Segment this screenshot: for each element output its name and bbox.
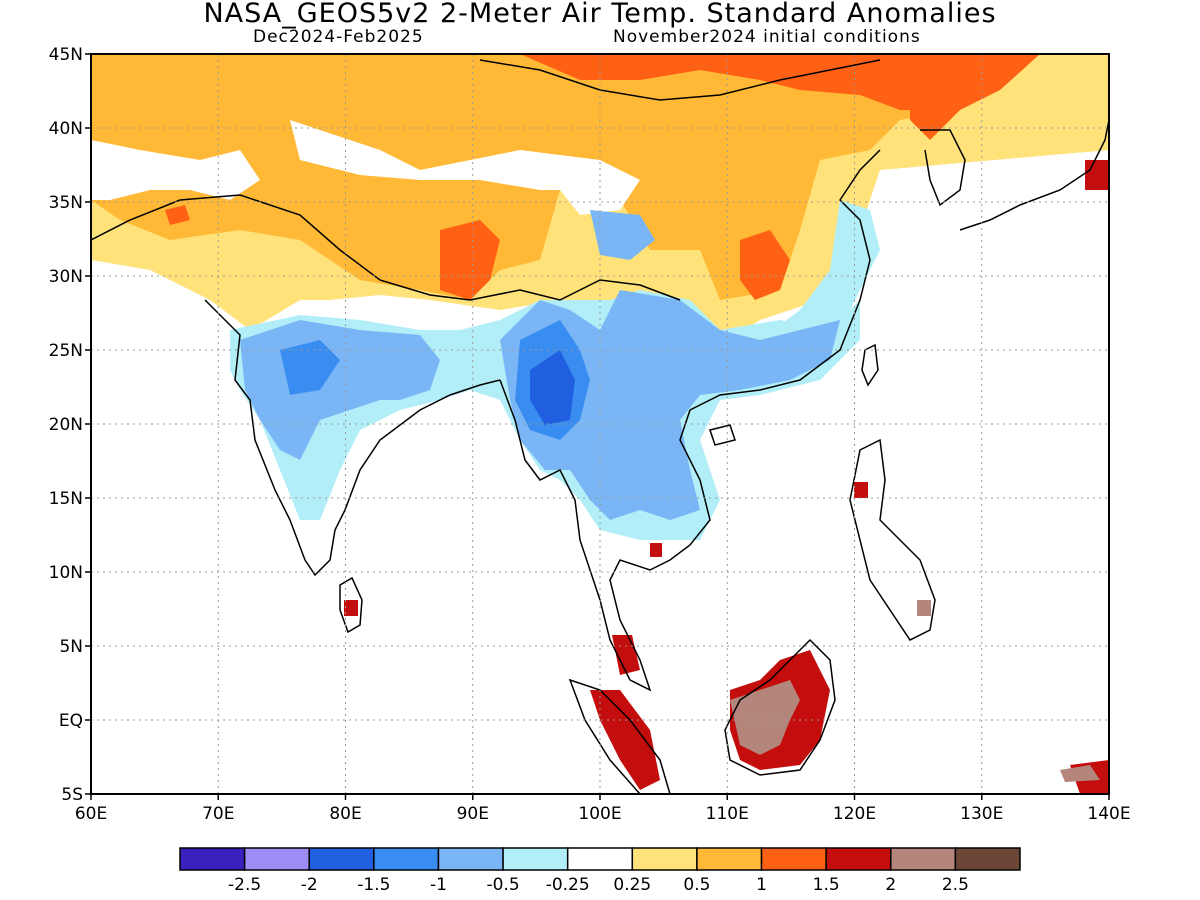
forecast-period: Dec2024-Feb2025 — [253, 27, 424, 47]
colorbar-label: -0.25 — [546, 875, 590, 895]
warm-anomaly-sumatra — [590, 690, 660, 790]
colorbar-label: -2.5 — [228, 875, 261, 895]
colorbar-swatch — [825, 847, 892, 871]
cool-fringe-china — [760, 200, 880, 350]
colorbar-label: 0.5 — [683, 875, 710, 895]
coastlines — [91, 59, 1109, 794]
cool-anomaly-central-india — [280, 340, 340, 395]
lon-tick-label: 70E — [202, 804, 234, 824]
colorbar-label: 2 — [885, 875, 896, 895]
axis-ticks: 60E 70E 80E 90E 100E 110E 120E 130E 140E 45N 40N 35… — [49, 45, 1131, 824]
lat-tick-label: 30N — [49, 267, 83, 287]
colorbar-swatch — [696, 847, 763, 871]
white-patch-central — [290, 120, 640, 215]
warm-anomaly-tibet — [440, 220, 500, 300]
colorbar-label: -1.5 — [357, 875, 390, 895]
lon-tick-label: 60E — [75, 804, 107, 824]
lat-tick-label: 15N — [49, 489, 83, 509]
lon-tick-label: 110E — [706, 804, 749, 824]
lat-tick-label: 10N — [49, 563, 83, 583]
warm-anomaly-japan — [1085, 160, 1109, 190]
sri-lanka-coastline — [339, 576, 363, 634]
china-border — [91, 194, 681, 301]
hainan-coastline — [709, 424, 736, 446]
strong-anomaly-borneo — [730, 680, 800, 755]
colorbar-swatch — [890, 847, 957, 871]
colorbar-label: 0.25 — [613, 875, 651, 895]
colorbar-swatch — [760, 847, 827, 871]
colorbar-label: -1 — [430, 875, 447, 895]
warm-anomaly-malaya — [612, 635, 640, 675]
sumatra-coastline — [568, 678, 671, 794]
cool-anomaly-myanmar-core — [530, 350, 575, 425]
lon-tick-label: 80E — [329, 804, 361, 824]
india-coastline — [204, 299, 501, 577]
lat-tick-label: 40N — [49, 119, 83, 139]
lat-tick-label: 5S — [61, 785, 83, 805]
colorbar-swatch — [308, 847, 375, 871]
korea-coastline — [920, 129, 966, 207]
colorbar: -2.5 -2 -1.5 -1 -0.5 -0.25 0.25 0.5 1 1.5 2 2.5 — [179, 847, 1021, 895]
lat-tick-label: 45N — [49, 45, 83, 65]
colorbar-label: 1.5 — [813, 875, 840, 895]
lon-tick-label: 140E — [1087, 804, 1130, 824]
warm-anomaly-luzon — [854, 482, 868, 498]
chart-title: NASA_GEOS5v2 2-Meter Air Temp. Standard … — [203, 0, 997, 29]
colorbar-swatch — [179, 847, 246, 871]
lat-tick-label: 35N — [49, 193, 83, 213]
colorbar-swatch — [631, 847, 698, 871]
cool-anomaly-china — [590, 210, 655, 260]
colorbar-label: 1 — [756, 875, 767, 895]
lon-tick-label: 100E — [578, 804, 621, 824]
colorbar-swatch — [243, 847, 310, 871]
cool-anomaly-indochina — [500, 290, 840, 520]
warm-anomaly-afghan — [165, 205, 190, 225]
warm-anomaly-sri-lanka — [344, 600, 358, 616]
lat-tick-label: EQ — [59, 711, 83, 731]
white-patch-west — [91, 140, 260, 200]
colorbar-label: -0.5 — [486, 875, 519, 895]
taiwan-coastline — [861, 343, 879, 387]
lon-tick-label: 120E — [833, 804, 876, 824]
initial-conditions: November2024 initial conditions — [613, 27, 921, 47]
colorbar-swatch — [437, 847, 504, 871]
lat-tick-label: 5N — [59, 637, 83, 657]
colorbar-swatch — [566, 847, 634, 871]
lat-tick-label: 25N — [49, 341, 83, 361]
warm-anomaly-sichuan — [740, 230, 790, 300]
philippines-coastline — [849, 438, 936, 641]
colorbar-swatch — [373, 847, 440, 871]
map-grid — [91, 54, 1109, 794]
colorbar-label: -2 — [301, 875, 318, 895]
lon-tick-label: 130E — [960, 804, 1003, 824]
warm-anomaly-mongolia — [520, 54, 1000, 110]
colorbar-label: 2.5 — [942, 875, 969, 895]
mongolia-border — [479, 59, 881, 101]
warm-anomaly-cambodia — [650, 543, 662, 557]
colorbar-swatch — [502, 847, 569, 871]
lon-tick-label: 90E — [457, 804, 489, 824]
lat-tick-label: 20N — [49, 415, 83, 435]
borneo-coastline — [724, 638, 836, 776]
colorbar-swatch — [954, 847, 1021, 871]
strong-anomaly-new-guinea — [1060, 765, 1100, 782]
warm-anomaly-korea — [910, 54, 1040, 140]
strong-anomaly-mindanao — [917, 600, 931, 616]
indochina-coastline — [499, 149, 881, 692]
japan-coastline — [959, 119, 1109, 231]
anomaly-fields — [91, 54, 1109, 794]
